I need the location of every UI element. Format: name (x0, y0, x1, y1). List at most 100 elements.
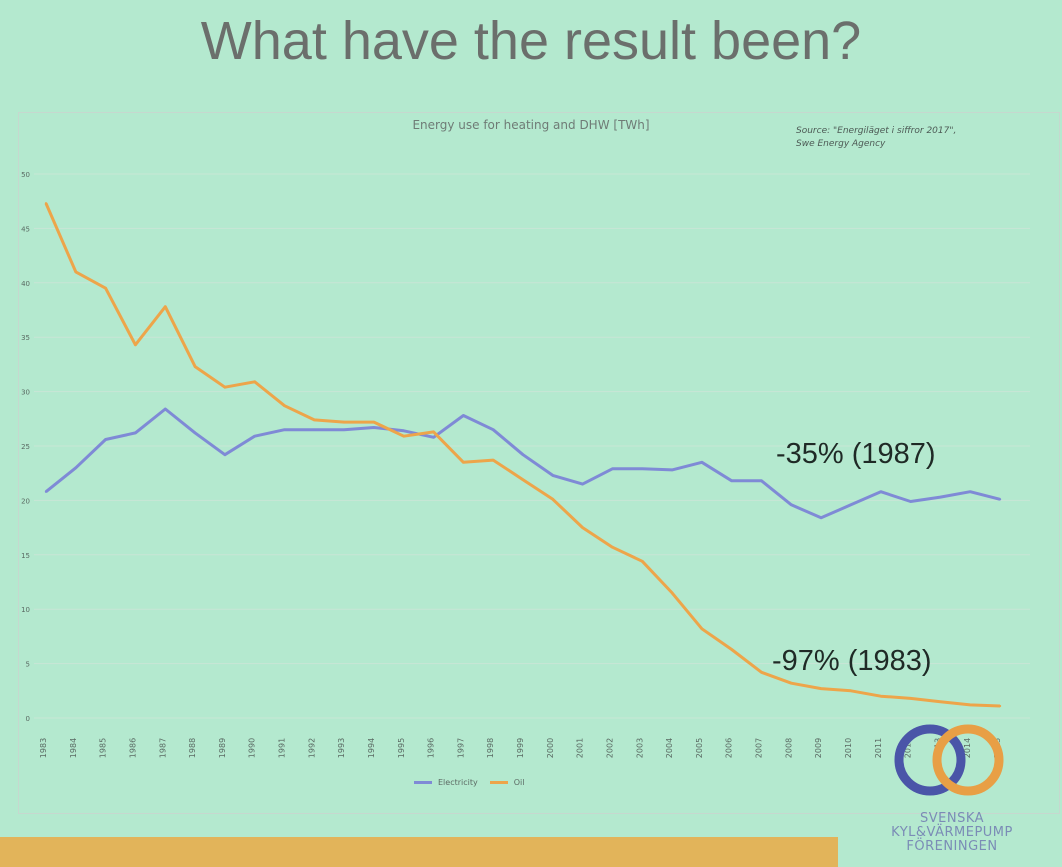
oil-annotation: -97% (1983) (772, 645, 932, 677)
x-tick-label: 1983 (39, 738, 48, 758)
y-tick-label: 0 (26, 715, 30, 723)
data-point-electricity (134, 431, 137, 435)
data-point-electricity (730, 479, 733, 483)
data-point-oil (44, 202, 48, 205)
chart-legend: Electricity Oil (414, 774, 525, 790)
x-tick-label: 1995 (397, 738, 406, 758)
data-point-oil (909, 697, 912, 700)
x-tick-label: 1985 (99, 738, 108, 758)
data-point-oil (164, 305, 167, 308)
x-tick-label: 2014 (963, 738, 972, 758)
x-tick-label: 2002 (605, 738, 614, 758)
x-tick-label: 1992 (307, 738, 316, 758)
data-point-electricity (670, 468, 674, 472)
electricity-annotation: -35% (1987) (776, 438, 936, 470)
data-point-electricity (342, 428, 346, 431)
x-tick-label: 1990 (248, 738, 257, 758)
data-point-oil (998, 704, 1002, 708)
data-point-oil (551, 498, 555, 501)
x-tick-label: 2010 (844, 738, 853, 758)
chart-frame (18, 112, 1060, 814)
logo-text-line-1: SVENSKA (919, 811, 985, 826)
data-point-oil (611, 545, 614, 549)
legend-swatch-oil (489, 780, 508, 784)
data-point-oil (491, 458, 495, 462)
data-point-electricity (253, 435, 256, 438)
data-point-electricity (581, 482, 584, 486)
data-point-electricity (104, 438, 107, 441)
slide-title: What have the result been? (200, 11, 862, 71)
data-point-oil (372, 420, 376, 424)
data-point-electricity (700, 461, 704, 464)
data-point-electricity (193, 431, 197, 435)
y-tick-label: 45 (21, 225, 30, 233)
x-tick-label: 2006 (725, 738, 734, 758)
source-line-1: Source: "Energiläget i siffror 2017", (796, 126, 957, 136)
data-point-oil (790, 681, 793, 685)
data-point-oil (134, 343, 137, 347)
data-point-electricity (491, 428, 495, 431)
legend-label-oil: Oil (513, 777, 525, 787)
data-point-electricity (879, 490, 882, 493)
legend-swatch-electricity (414, 780, 432, 784)
data-point-oil (342, 420, 346, 424)
data-point-oil (760, 671, 763, 674)
data-point-oil (879, 695, 882, 698)
data-point-electricity (939, 495, 942, 499)
data-point-oil (74, 270, 78, 274)
data-point-electricity (432, 436, 435, 439)
data-point-oil (283, 404, 286, 407)
x-tick-label: 1987 (158, 738, 167, 758)
data-point-oil (462, 461, 465, 464)
x-tick-label: 1998 (486, 738, 495, 758)
data-point-electricity (551, 474, 555, 477)
y-tick-label: 50 (21, 171, 30, 179)
x-tick-label: 1986 (128, 738, 137, 758)
data-point-oil (819, 687, 823, 690)
data-point-oil (521, 478, 525, 481)
data-point-oil (849, 689, 853, 692)
data-point-oil (700, 627, 704, 630)
organization-logo: SVENSKA KYL&VÄRMEPUMP FÖRENINGEN (882, 716, 1022, 866)
y-tick-label: 5 (26, 661, 30, 669)
x-tick-label: 2001 (576, 738, 585, 758)
logo-text-line-2: KYL&VÄRMEPUMP (891, 825, 1013, 840)
data-point-oil (223, 386, 227, 389)
data-point-electricity (44, 490, 48, 493)
data-point-electricity (998, 498, 1002, 501)
chart-title: Energy use for heating and DHW [TWh] (412, 118, 650, 132)
x-tick-label: 1989 (218, 738, 227, 758)
x-tick-label: 2008 (784, 738, 793, 758)
data-point-oil (253, 380, 256, 384)
data-point-electricity (372, 426, 376, 429)
data-point-electricity (909, 500, 912, 503)
x-tick-label: 2003 (635, 738, 644, 758)
data-point-electricity (402, 429, 405, 432)
y-tick-label: 35 (21, 334, 30, 342)
data-point-electricity (521, 453, 525, 456)
data-point-electricity (223, 453, 227, 456)
y-tick-label: 15 (21, 552, 30, 560)
x-tick-label: 2007 (755, 738, 764, 758)
data-point-electricity (611, 467, 614, 471)
source-line-2: Swe Energy Agency (796, 139, 886, 149)
data-point-electricity (968, 490, 972, 493)
logo-rings-icon (894, 724, 1004, 796)
data-point-electricity (74, 466, 78, 469)
x-tick-label: 1984 (69, 738, 78, 758)
data-point-electricity (462, 414, 465, 417)
data-point-oil (313, 418, 316, 422)
data-point-oil (104, 287, 107, 290)
data-point-electricity (819, 516, 823, 520)
bottom-accent-bar (0, 837, 838, 867)
legend-label-electricity: Electricity (438, 777, 478, 787)
y-tick-label: 10 (21, 606, 30, 614)
data-point-electricity (849, 503, 853, 506)
data-point-electricity (641, 467, 644, 471)
x-tick-label: 2000 (546, 738, 555, 758)
x-tick-label: 1994 (367, 738, 376, 758)
data-point-electricity (313, 428, 316, 431)
x-tick-label: 1993 (337, 738, 346, 758)
data-point-oil (670, 591, 674, 595)
